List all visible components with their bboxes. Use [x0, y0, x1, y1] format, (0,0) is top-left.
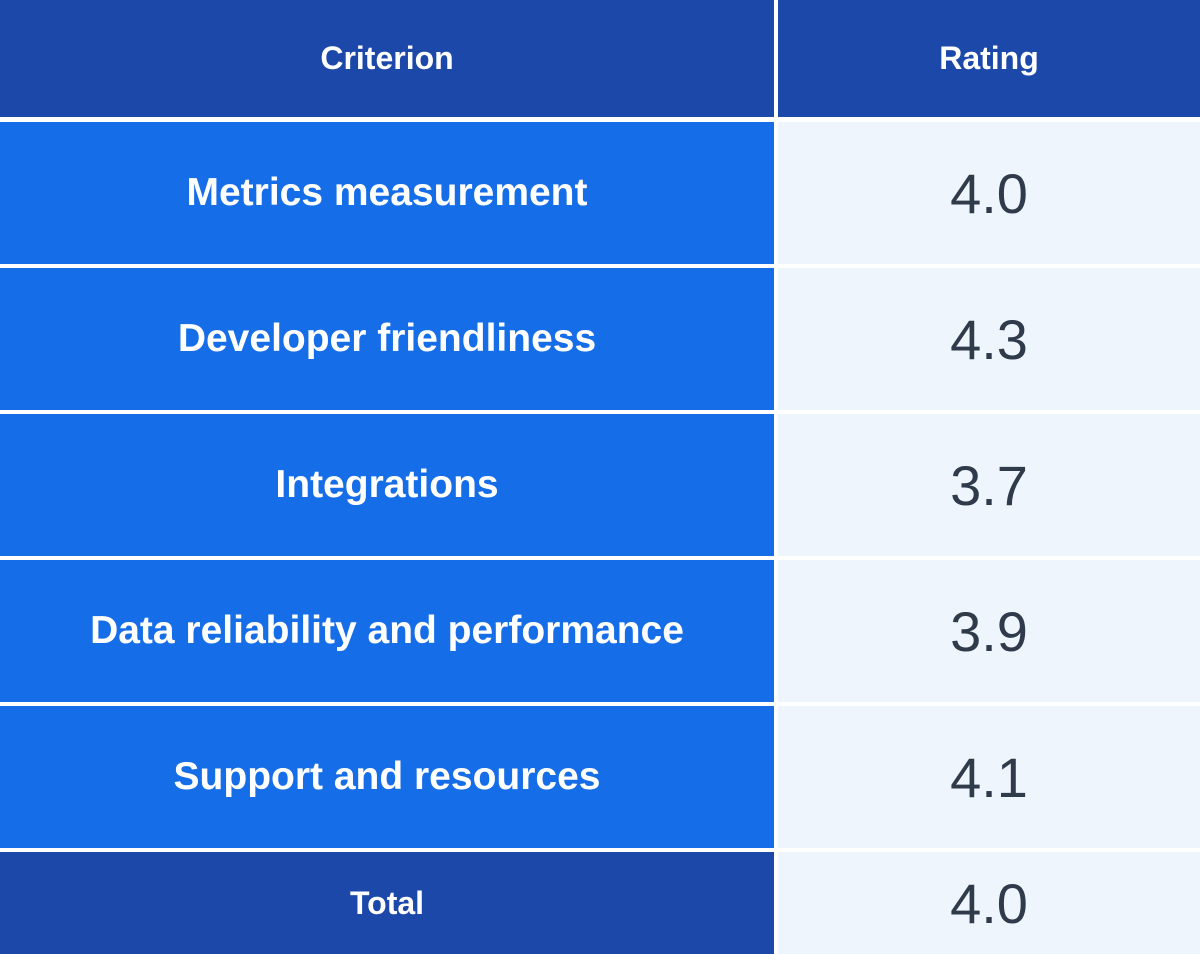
table-row: Support and resources 4.1 — [0, 706, 1200, 848]
rating-cell: 4.3 — [778, 268, 1200, 410]
total-rating: 4.0 — [778, 852, 1200, 954]
table-row: Developer friendliness 4.3 — [0, 268, 1200, 410]
criterion-cell: Metrics measurement — [0, 122, 774, 264]
table-row: Integrations 3.7 — [0, 414, 1200, 556]
criterion-cell: Support and resources — [0, 706, 774, 848]
rating-cell: 3.7 — [778, 414, 1200, 556]
criterion-cell: Integrations — [0, 414, 774, 556]
table-total-row: Total 4.0 — [0, 852, 1200, 954]
rating-cell: 4.0 — [778, 122, 1200, 264]
table-header-row: Criterion Rating — [0, 0, 1200, 117]
table-row: Data reliability and performance 3.9 — [0, 560, 1200, 702]
criterion-cell: Data reliability and performance — [0, 560, 774, 702]
rating-cell: 3.9 — [778, 560, 1200, 702]
rating-cell: 4.1 — [778, 706, 1200, 848]
total-label: Total — [0, 852, 774, 954]
criterion-cell: Developer friendliness — [0, 268, 774, 410]
header-rating: Rating — [778, 0, 1200, 117]
header-criterion: Criterion — [0, 0, 774, 117]
table-row: Metrics measurement 4.0 — [0, 122, 1200, 264]
